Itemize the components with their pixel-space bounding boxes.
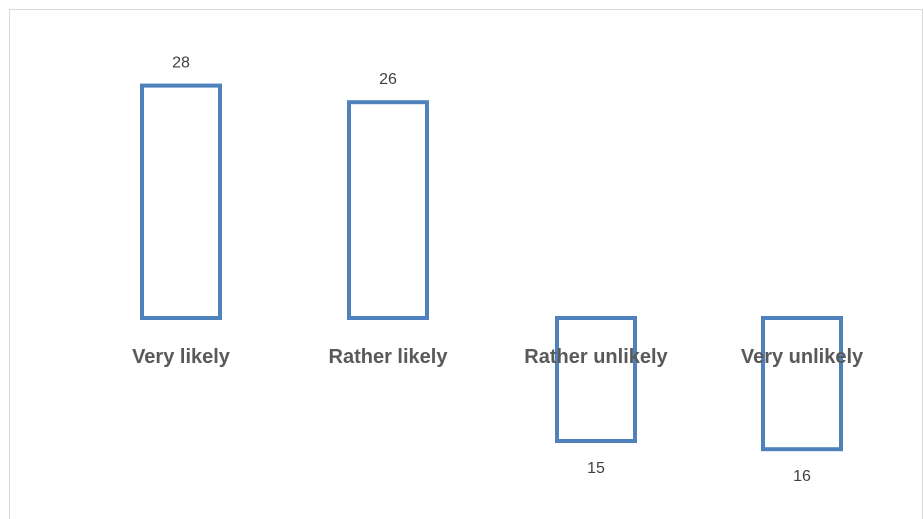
data-label-rather-likely: 26: [379, 71, 397, 88]
category-label-very-likely: Very likely: [132, 346, 231, 368]
bar-rather-unlikely: [555, 316, 637, 443]
category-label-rather-unlikely: Rather unlikely: [524, 346, 668, 368]
bar-rather-likely: [347, 100, 429, 320]
bar-very-unlikely: [761, 316, 843, 452]
data-label-very-likely: 28: [172, 55, 190, 72]
chart-area: [9, 9, 923, 519]
data-label-rather-unlikely: 15: [587, 460, 605, 477]
category-label-very-unlikely: Very unlikely: [741, 346, 864, 368]
bar-very-likely: [140, 83, 222, 320]
category-label-rather-likely: Rather likely: [329, 346, 449, 368]
data-label-very-unlikely: 16: [793, 468, 811, 485]
